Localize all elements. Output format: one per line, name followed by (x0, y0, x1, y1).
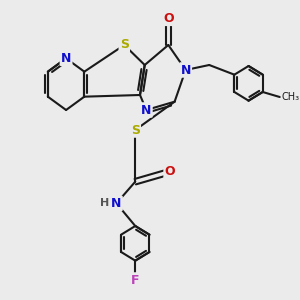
Text: O: O (163, 12, 174, 25)
Text: N: N (61, 52, 71, 65)
Text: CH₃: CH₃ (282, 92, 300, 102)
Text: H: H (100, 198, 109, 208)
Text: N: N (111, 197, 122, 210)
Text: O: O (165, 165, 175, 178)
Text: F: F (131, 274, 140, 286)
Text: S: S (120, 38, 129, 52)
Text: N: N (141, 103, 152, 116)
Text: N: N (180, 64, 191, 76)
Text: S: S (131, 124, 140, 136)
